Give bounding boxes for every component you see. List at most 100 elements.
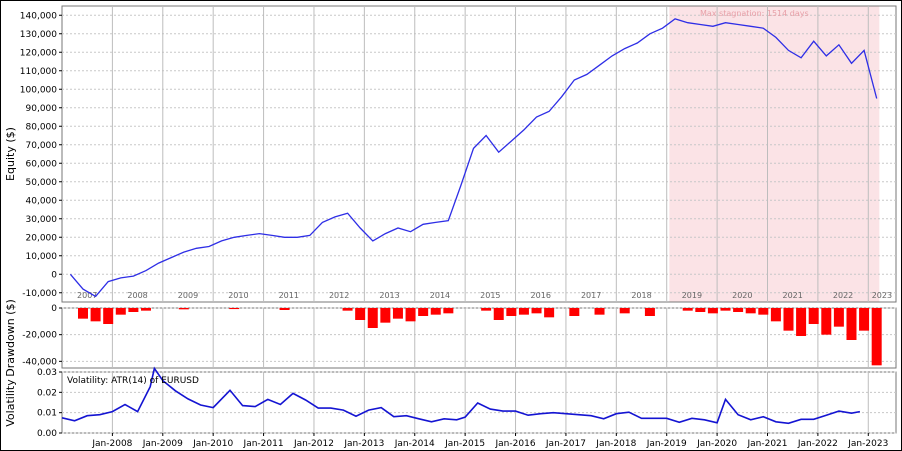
equity-tick-label: 60,000 xyxy=(26,159,58,169)
drawdown-bar xyxy=(720,308,731,311)
year-label: 2007 xyxy=(77,291,97,300)
year-label: 2020 xyxy=(732,291,752,300)
x-tick-label: Jan-2019 xyxy=(646,439,687,449)
year-label: 2011 xyxy=(279,291,299,300)
equity-tick-label: 40,000 xyxy=(26,196,58,206)
equity-tick-label: 120,000 xyxy=(20,48,57,58)
x-tick-label: Jan-2010 xyxy=(192,439,233,449)
drawdown-bar xyxy=(594,308,605,315)
year-label: 2010 xyxy=(228,291,248,300)
drawdown-plot-area xyxy=(61,307,897,369)
volatility-axis-label: Volatility xyxy=(4,379,17,427)
equity-tick-label: 70,000 xyxy=(26,141,58,151)
drawdown-bar xyxy=(493,308,504,320)
x-tick-label: Jan-2014 xyxy=(394,439,435,449)
equity-tick-label: 20,000 xyxy=(26,233,58,243)
drawdown-bar xyxy=(695,308,706,312)
drawdown-bar xyxy=(392,308,403,319)
x-tick-label: Jan-2015 xyxy=(444,439,485,449)
drawdown-bar xyxy=(443,308,454,314)
equity-tick-label: 140,000 xyxy=(20,11,57,21)
equity-tick-label: 100,000 xyxy=(20,85,57,95)
volatility-tick-label: 0.01 xyxy=(37,409,57,419)
drawdown-panel: 0 -20,000 -40,000 Drawdown ($) xyxy=(4,299,897,377)
drawdown-bar xyxy=(367,308,378,328)
drawdown-bar xyxy=(430,308,441,315)
drawdown-bar xyxy=(506,308,517,316)
x-tick-label: Jan-2012 xyxy=(293,439,334,449)
volatility-tick-label: 0.02 xyxy=(37,388,57,398)
drawdown-bar xyxy=(808,308,819,324)
equity-panel: -10,000 0 10,000 20,000 30,000 40,000 50,000 60… xyxy=(4,5,897,303)
drawdown-bar xyxy=(481,308,492,311)
year-label: 2016 xyxy=(531,291,551,300)
volatility-plot-area xyxy=(61,371,897,434)
drawdown-bar xyxy=(544,308,555,318)
equity-tick-label: 10,000 xyxy=(26,252,58,262)
drawdown-bar xyxy=(770,308,781,322)
equity-axis-label: Equity ($) xyxy=(4,127,17,181)
year-label: 2012 xyxy=(329,291,349,300)
stagnation-label: Max stagnation: 1514 days xyxy=(700,9,809,18)
volatility-panel: 0.00 0.01 0.02 0.03 Volatility: ATR(14) of … xyxy=(4,366,897,449)
drawdown-bar xyxy=(745,308,756,314)
equity-tick-label: 30,000 xyxy=(26,215,58,225)
drawdown-bar xyxy=(140,308,151,311)
drawdown-bar xyxy=(569,308,580,316)
drawdown-bar xyxy=(380,308,391,323)
year-label: 2019 xyxy=(682,291,702,300)
drawdown-bar xyxy=(518,308,529,315)
volatility-line xyxy=(61,366,861,425)
volatility-legend: Volatility: ATR(14) of EURUSD xyxy=(67,376,199,386)
year-label: 2014 xyxy=(430,291,450,300)
drawdown-bar xyxy=(115,308,126,315)
x-tick-label: Jan-2018 xyxy=(595,439,636,449)
stagnation-region xyxy=(669,6,880,302)
drawdown-bar xyxy=(103,308,114,324)
year-label: 2017 xyxy=(581,291,601,300)
equity-tick-label: 50,000 xyxy=(26,178,58,188)
year-label: 2021 xyxy=(783,291,803,300)
x-tick-label: Jan-2016 xyxy=(495,439,536,449)
drawdown-bar xyxy=(707,308,718,314)
x-tick-label: Jan-2008 xyxy=(91,439,132,449)
drawdown-bar xyxy=(178,308,189,310)
drawdown-bar xyxy=(405,308,416,322)
drawdown-bar xyxy=(355,308,366,320)
year-label: 2013 xyxy=(379,291,399,300)
drawdown-bar xyxy=(90,308,101,322)
drawdown-bar xyxy=(531,308,542,314)
equity-tick-label: 0 xyxy=(51,270,57,280)
year-label: 2009 xyxy=(178,291,198,300)
year-label: 2015 xyxy=(480,291,500,300)
drawdown-axis-label: Drawdown ($) xyxy=(4,299,17,377)
year-label: 2022 xyxy=(833,291,853,300)
drawdown-bar xyxy=(758,308,769,315)
x-tick-label: Jan-2013 xyxy=(343,439,384,449)
drawdown-bar xyxy=(859,308,870,331)
drawdown-tick-label: -40,000 xyxy=(22,357,57,367)
drawdown-bar xyxy=(128,308,139,312)
drawdown-tick-label: -20,000 xyxy=(22,331,57,341)
x-tick-label: Jan-2021 xyxy=(746,439,787,449)
drawdown-bar xyxy=(682,308,693,311)
x-tick-label: Jan-2009 xyxy=(142,439,183,449)
year-label: 2018 xyxy=(631,291,651,300)
drawdown-bar xyxy=(821,308,832,335)
drawdown-bar xyxy=(418,308,429,316)
drawdown-bar xyxy=(783,308,794,331)
drawdown-bar xyxy=(644,308,655,316)
equity-tick-label: -10,000 xyxy=(22,289,57,299)
equity-tick-label: 110,000 xyxy=(20,67,57,77)
drawdown-bar xyxy=(77,308,88,319)
drawdown-bar xyxy=(833,308,844,327)
drawdown-bar xyxy=(796,308,807,336)
drawdown-bar xyxy=(733,308,744,312)
x-tick-label: Jan-2022 xyxy=(797,439,838,449)
equity-tick-label: 90,000 xyxy=(26,104,58,114)
equity-tick-label: 80,000 xyxy=(26,122,58,132)
x-tick-label: Jan-2023 xyxy=(847,439,888,449)
drawdown-bar xyxy=(279,308,290,310)
drawdown-bar xyxy=(619,308,630,314)
